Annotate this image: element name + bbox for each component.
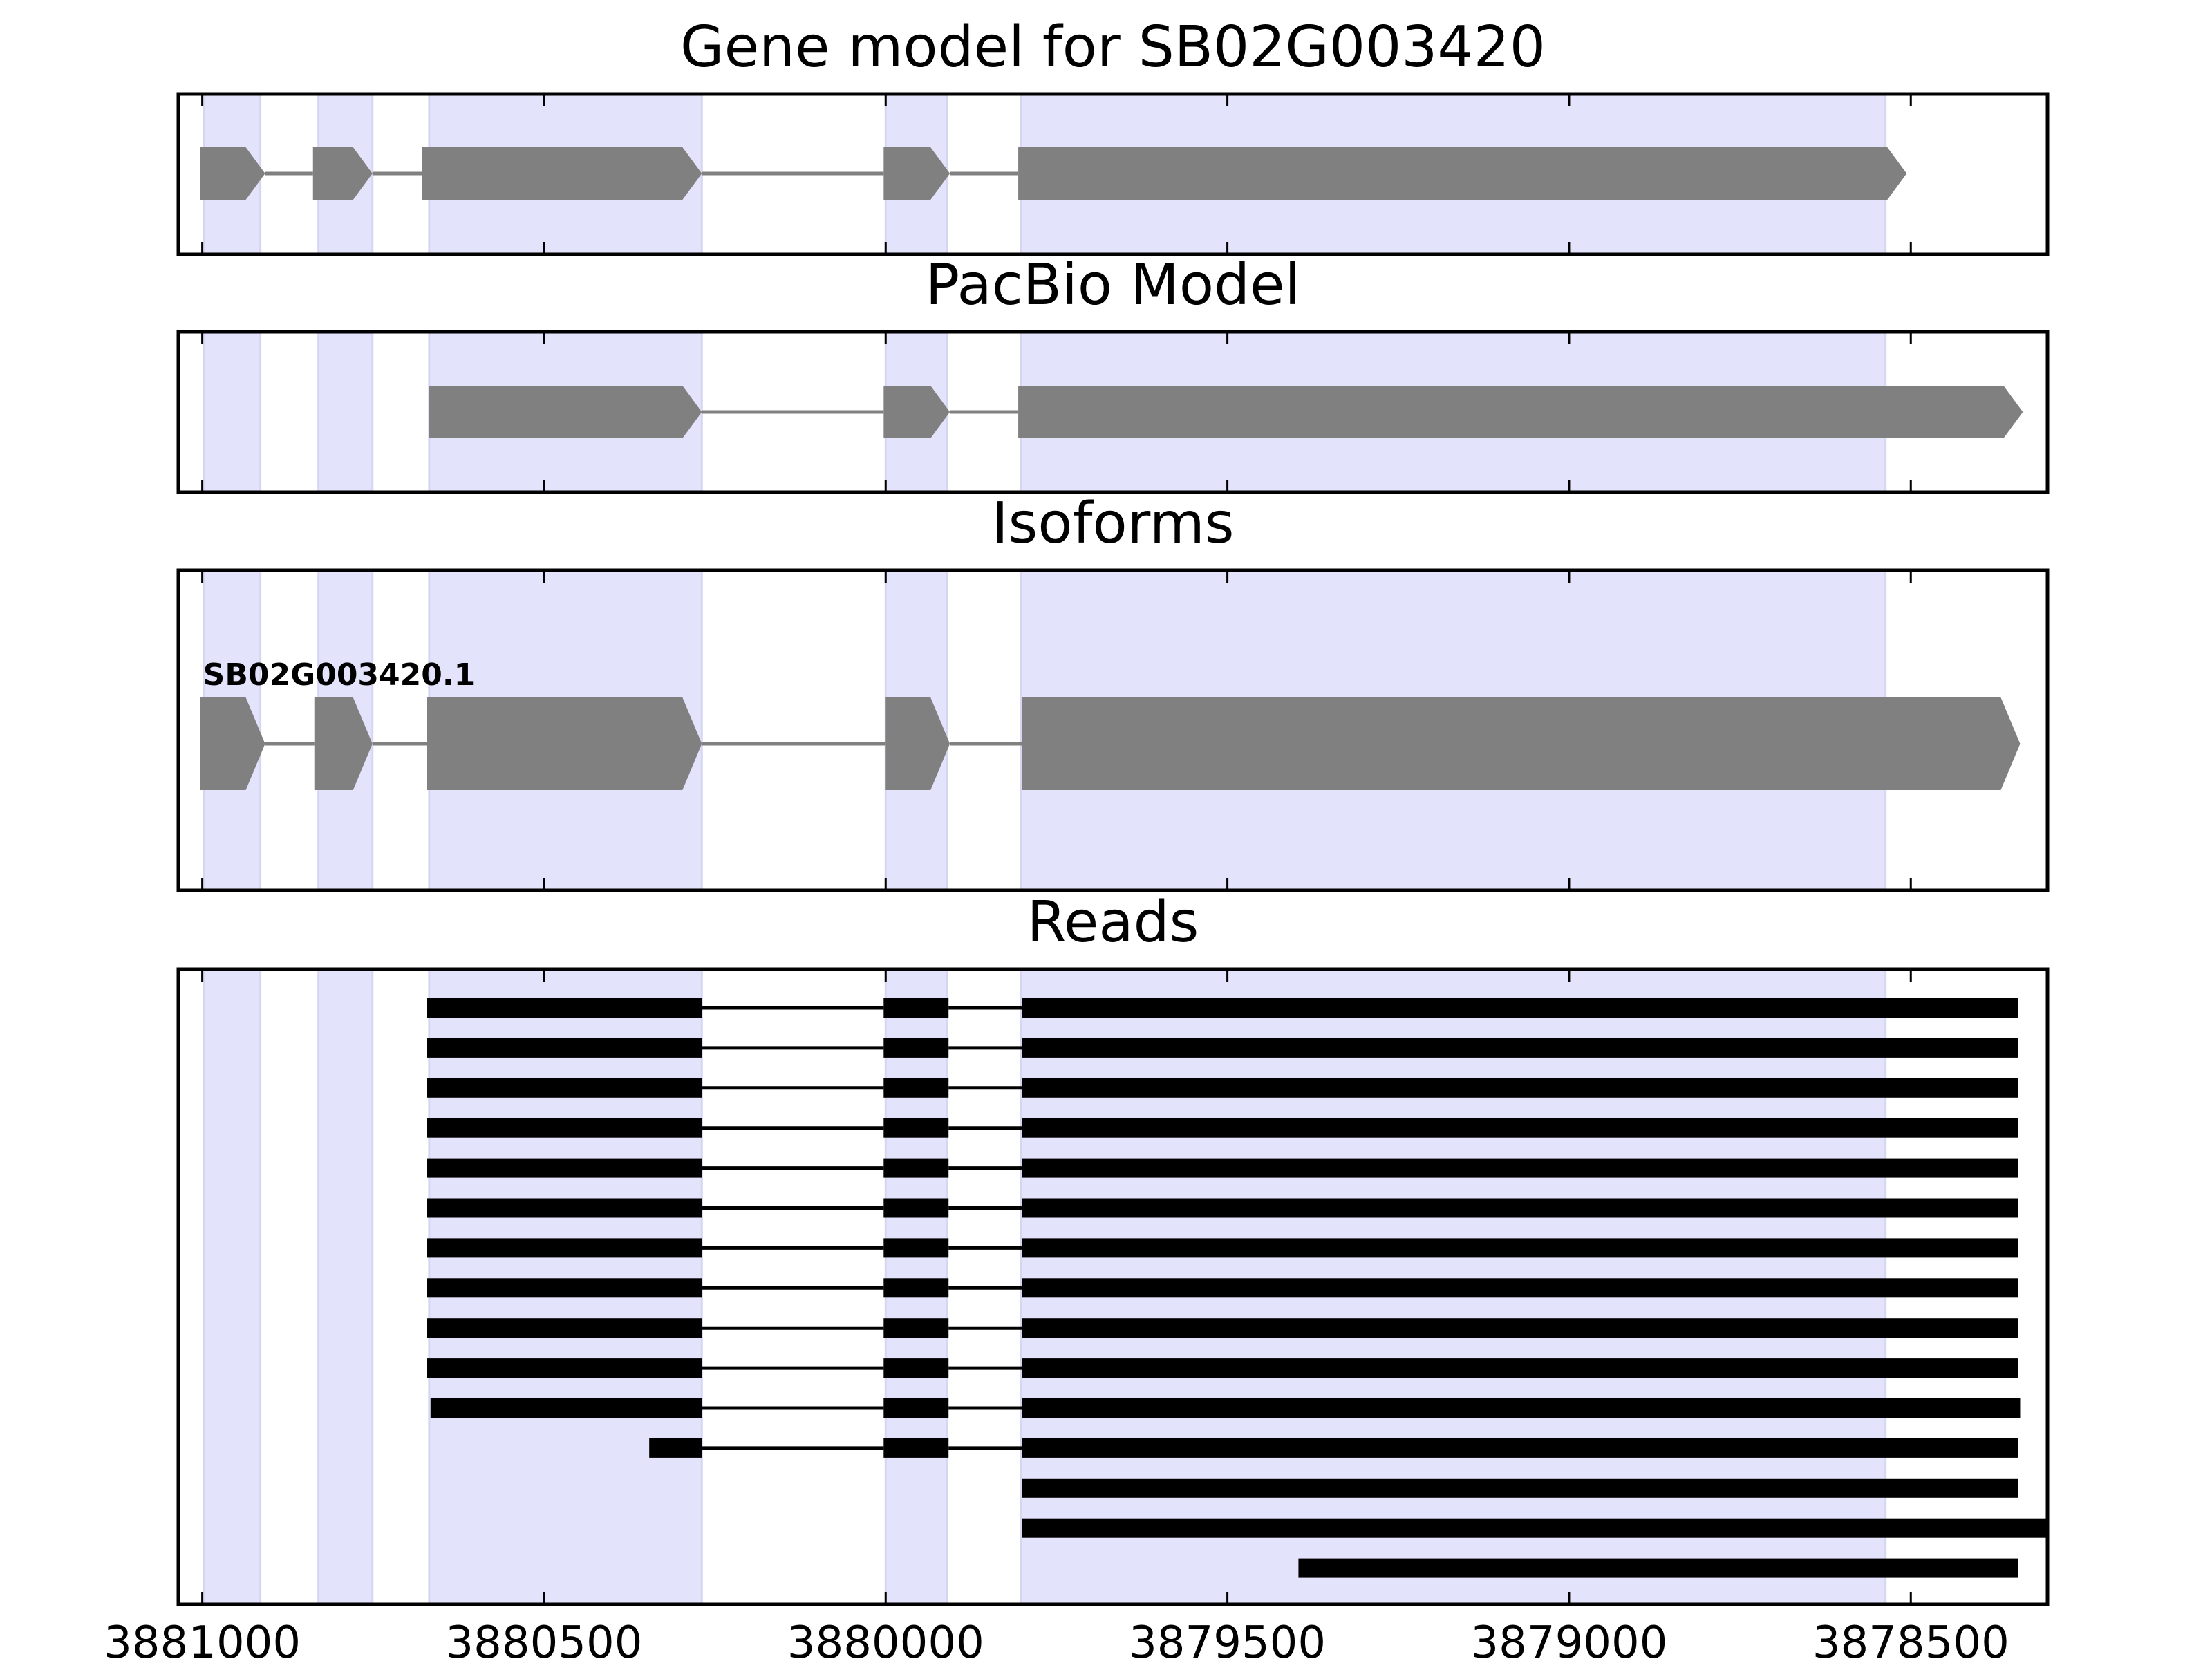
read-exon-block [883, 998, 949, 1018]
exon-shading-region [203, 332, 262, 492]
read-exon-block [427, 1238, 702, 1258]
exon-block [427, 697, 702, 790]
read-exon-block [649, 1438, 702, 1458]
read-exon-block [1022, 1038, 2018, 1058]
read-exon-block [883, 1118, 949, 1138]
read-exon-block [883, 1158, 949, 1178]
x-tick-label: 3878500 [1812, 1618, 2009, 1659]
exon-block [1022, 697, 2021, 790]
read-exon-block [1022, 1118, 2018, 1138]
x-tick-label: 3879500 [1129, 1618, 1326, 1659]
isoforms-title: Isoforms [992, 491, 1235, 556]
exon-block [1018, 386, 2023, 438]
read-exon-block [883, 1238, 949, 1258]
read-exon-block [1022, 1518, 2047, 1538]
read-exon-block [427, 1318, 702, 1338]
pacbio-model-title: PacBio Model [926, 252, 1301, 318]
isoforms-panel: Isoforms SB02G003420.1 [176, 491, 2050, 892]
read-exon-block [1022, 1398, 2021, 1418]
x-tick-label: 3880000 [787, 1618, 984, 1659]
read-exon-block [883, 1358, 949, 1378]
read-exon-block [427, 1118, 702, 1138]
pacbio-model-plot-area [203, 332, 2023, 492]
read-exon-block [427, 1158, 702, 1178]
pacbio-model-frame [176, 330, 2050, 494]
read-exon-block [1022, 1278, 2018, 1298]
read-exon-block [1022, 1318, 2018, 1338]
read-exon-block [427, 1078, 702, 1098]
reads-panel: Reads [176, 890, 2050, 1606]
exon-block [1018, 147, 1907, 200]
gene-model-panel: Gene model for SB02G003420 [176, 15, 2050, 256]
read-exon-block [430, 1398, 702, 1418]
read-exon-block [883, 1198, 949, 1218]
x-axis: 3881000 3880500 3880000 3879500 3879000 38785… [104, 1618, 2009, 1659]
exon-block [429, 386, 702, 438]
exon-block [883, 147, 950, 200]
read-exon-block [883, 1318, 949, 1338]
read-exon-block [427, 1038, 702, 1058]
x-tick-label: 3879000 [1470, 1618, 1667, 1659]
read-exon-block [427, 1278, 702, 1298]
isoform-label: SB02G003420.1 [203, 657, 476, 693]
exon-shading-region [203, 969, 262, 1604]
read-exon-block [1022, 1358, 2018, 1378]
read-exon-block [1022, 1158, 2018, 1178]
read-exon-block [883, 1038, 949, 1058]
read-exon-block [1022, 1198, 2018, 1218]
read-exon-block [883, 1078, 949, 1098]
read-exon-block [427, 1198, 702, 1218]
read-exon-block [1298, 1558, 2018, 1578]
gene-model-plot-area [200, 94, 1907, 254]
gene-model-title: Gene model for SB02G003420 [680, 15, 1546, 80]
exon-block [422, 147, 702, 200]
read-exon-block [427, 998, 702, 1018]
read-exon-block [1022, 1478, 2018, 1498]
exon-block [885, 697, 950, 790]
exon-block [200, 697, 265, 790]
read-exon-block [883, 1278, 949, 1298]
pacbio-model-panel: PacBio Model [176, 252, 2050, 494]
read-exon-block [1022, 1078, 2018, 1098]
isoforms-plot-area: SB02G003420.1 [200, 570, 2021, 890]
reads-title: Reads [1027, 890, 1199, 955]
x-tick-label: 3881000 [104, 1618, 301, 1659]
read-exon-block [883, 1398, 949, 1418]
reads-plot-area [203, 969, 2047, 1604]
exon-shading-region [317, 332, 374, 492]
exon-block [314, 697, 373, 790]
exon-block [883, 386, 950, 438]
x-tick-label: 3880500 [445, 1618, 642, 1659]
read-exon-block [883, 1438, 949, 1458]
reads-frame [176, 967, 2050, 1606]
read-exon-block [1022, 1438, 2018, 1458]
read-exon-block [1022, 1238, 2018, 1258]
read-exon-block [1022, 998, 2018, 1018]
gene-model-frame [176, 92, 2050, 256]
exon-block [200, 147, 265, 200]
isoforms-frame [176, 568, 2050, 892]
exon-shading-region [317, 969, 374, 1604]
exon-block [312, 147, 373, 200]
read-exon-block [427, 1358, 702, 1378]
